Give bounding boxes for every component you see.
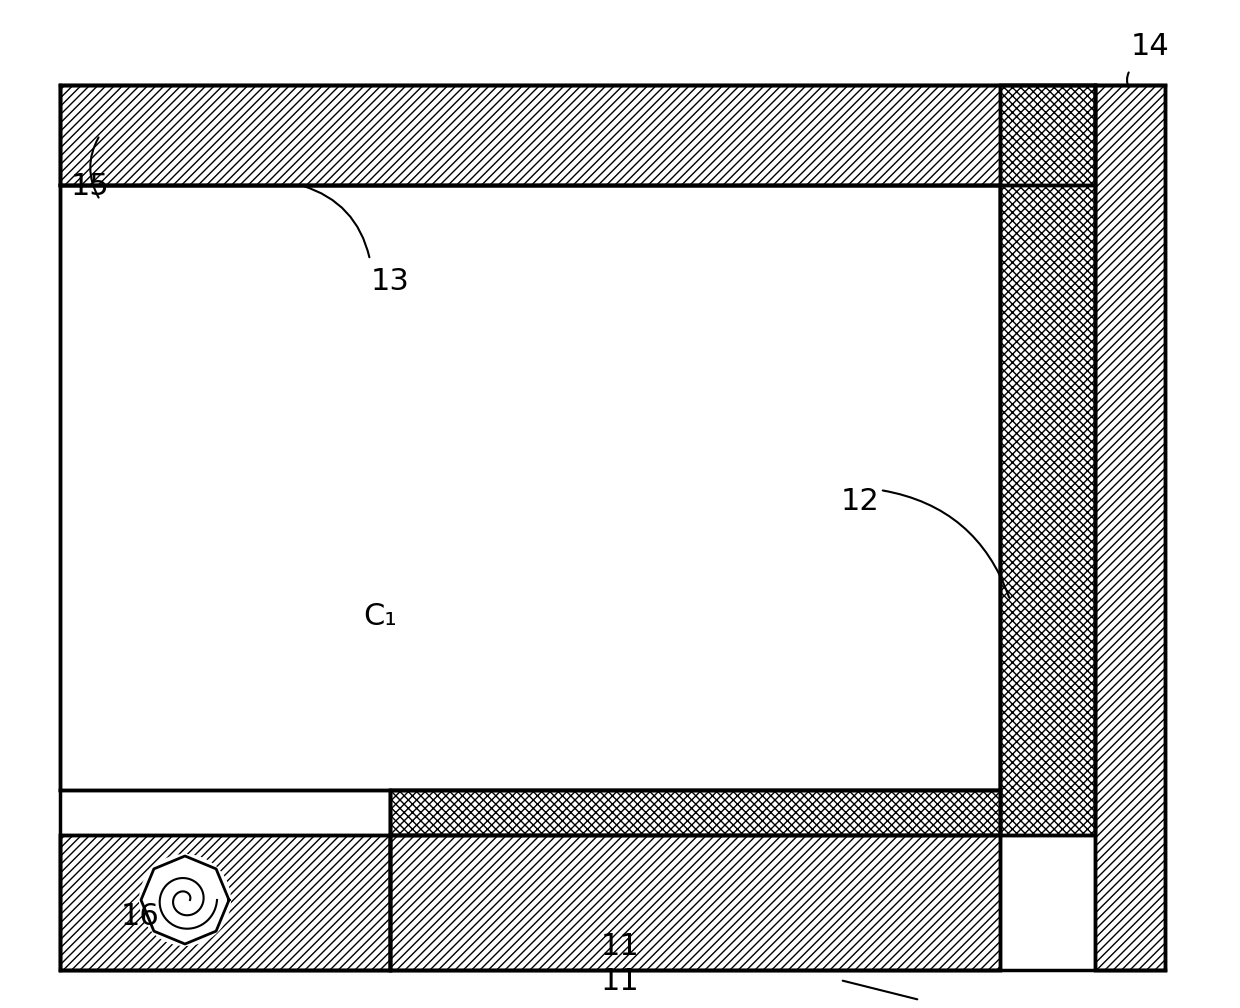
Text: 11: 11 xyxy=(600,932,640,961)
Text: 14: 14 xyxy=(1131,32,1169,61)
Bar xyxy=(999,85,1095,835)
Bar xyxy=(60,835,391,970)
Bar xyxy=(60,835,391,970)
Text: 15: 15 xyxy=(71,172,109,201)
Text: C₁: C₁ xyxy=(363,602,397,631)
Text: 12: 12 xyxy=(841,487,879,516)
Bar xyxy=(1095,85,1166,970)
Bar xyxy=(60,185,999,790)
Text: 16: 16 xyxy=(120,902,160,931)
Text: 11: 11 xyxy=(600,967,640,996)
Bar xyxy=(999,85,1095,835)
Text: 13: 13 xyxy=(371,267,409,296)
Bar xyxy=(60,85,1095,185)
Bar xyxy=(391,790,999,835)
Bar xyxy=(60,85,1095,185)
Bar xyxy=(391,790,999,835)
Circle shape xyxy=(139,854,231,946)
Bar xyxy=(1095,85,1166,970)
Bar xyxy=(391,835,999,970)
Bar xyxy=(391,835,999,970)
